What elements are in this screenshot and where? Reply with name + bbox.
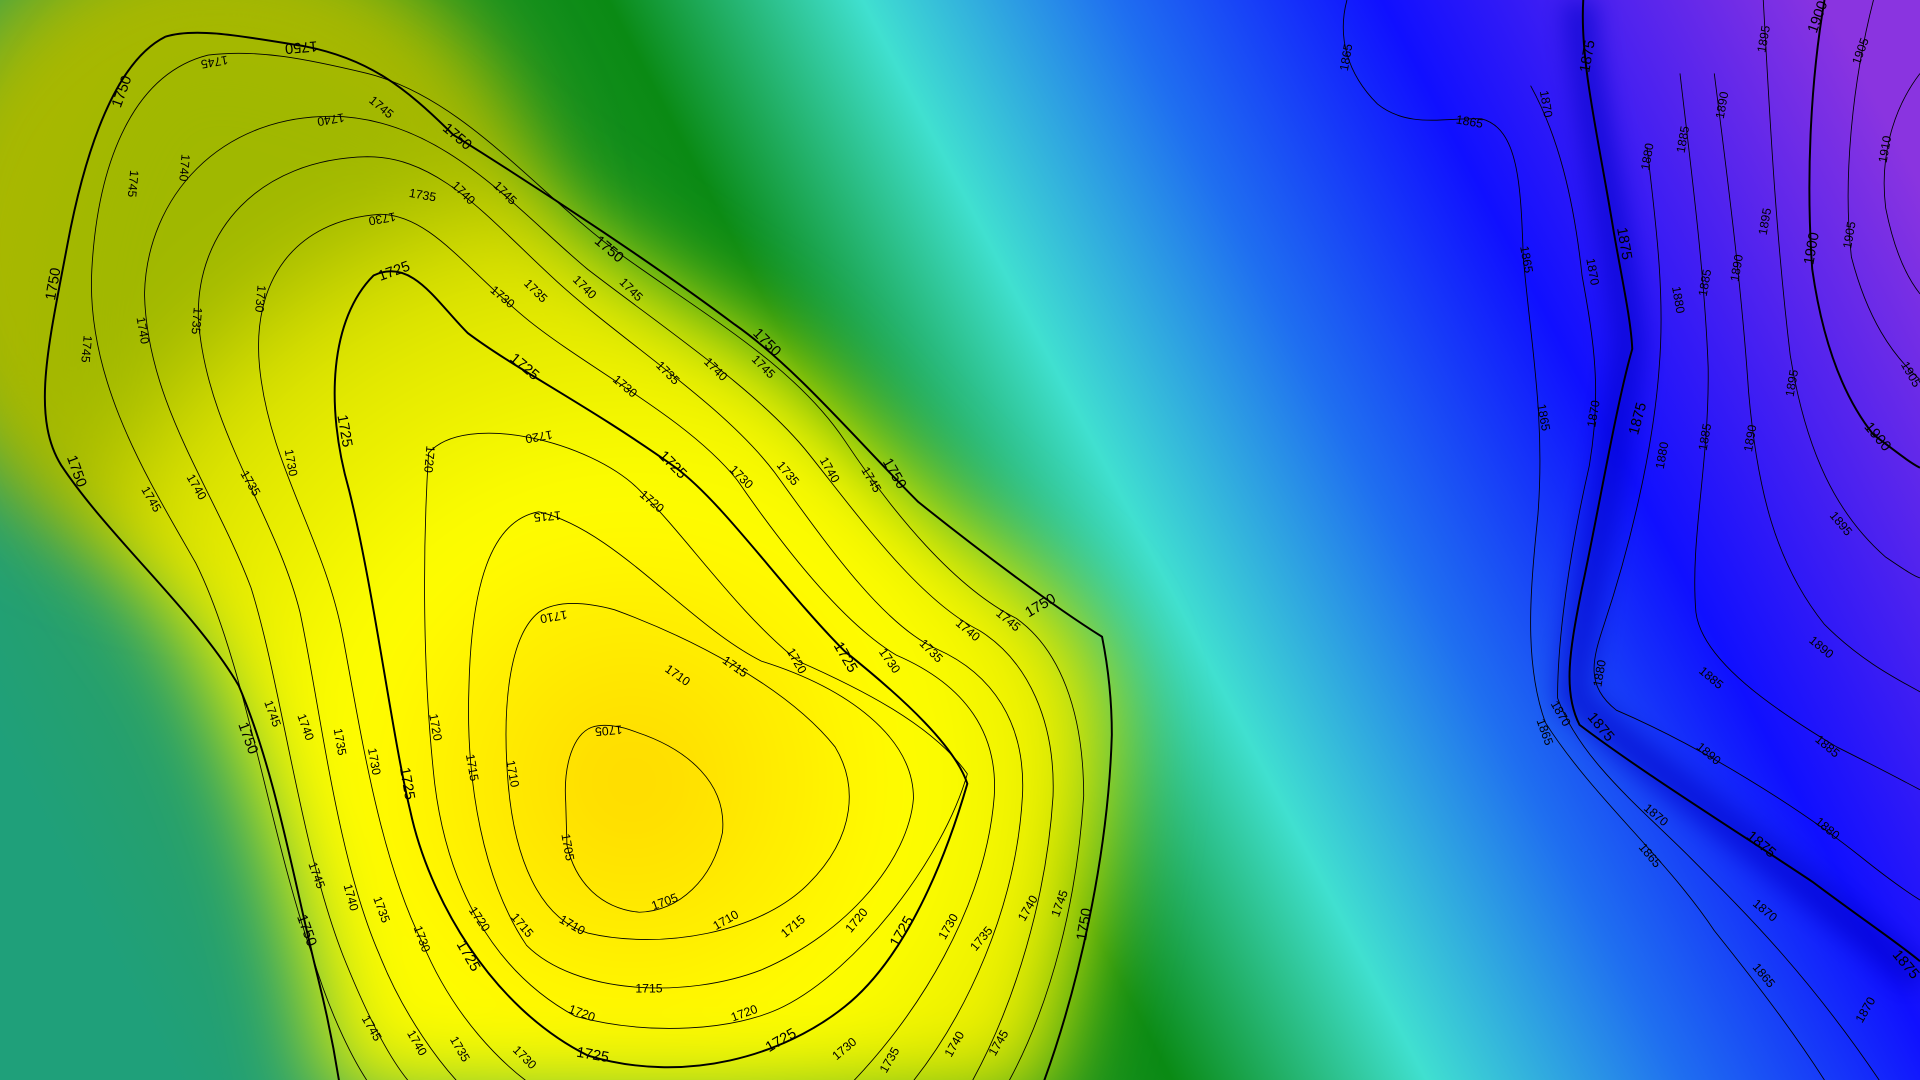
- contour-label-1880: 1880: [1669, 285, 1688, 314]
- contour-1910: [1883, 73, 1920, 295]
- high-plateau-fill: [42, 34, 1115, 1080]
- contour-label-1735: 1735: [408, 186, 437, 205]
- contour-label-1890: 1890: [1741, 423, 1760, 452]
- contour-label-1890: 1890: [1728, 253, 1747, 282]
- contour-label-1710: 1710: [503, 759, 522, 788]
- contour-1865: [1342, 0, 1825, 1080]
- contour-label-1905: 1905: [1840, 220, 1859, 249]
- contour-label-1870: 1870: [1537, 89, 1556, 118]
- contour-label-1745: 1745: [125, 170, 141, 199]
- contour-1720: [424, 432, 968, 1029]
- contour-1730: [258, 213, 995, 1080]
- contour-label-1890: 1890: [1713, 90, 1732, 119]
- contour-1885: [1679, 73, 1920, 791]
- contour-label-1730: 1730: [282, 448, 301, 477]
- contour-1890: [1713, 73, 1920, 693]
- contour-label-1870: 1870: [1583, 257, 1602, 286]
- contour-label-1730: 1730: [252, 285, 268, 314]
- contour-1870: [1530, 85, 1880, 1080]
- contour-label-1910: 1910: [1876, 134, 1895, 163]
- contour-label-1705: 1705: [558, 833, 577, 862]
- contour-1905: [1847, 0, 1920, 380]
- contour-label-1870: 1870: [1584, 399, 1603, 428]
- contour-label-1885: 1885: [1674, 125, 1693, 154]
- contour-label-1735: 1735: [189, 307, 205, 336]
- contour-label-1725: 1725: [396, 766, 417, 801]
- contour-label-1880: 1880: [1638, 142, 1657, 171]
- contour-label-1885: 1885: [1696, 422, 1715, 451]
- contour-label-1880: 1880: [1590, 659, 1609, 688]
- contour-1710: [505, 603, 850, 940]
- contour-label-1750: 1750: [1074, 907, 1095, 942]
- contour-label-1720: 1720: [426, 713, 445, 742]
- contour-label-1725: 1725: [333, 414, 354, 449]
- contour-label-1865: 1865: [1455, 112, 1484, 131]
- contour-label-1740: 1740: [176, 154, 192, 183]
- contour-lines: [43, 0, 1920, 1080]
- contour-1725: [333, 270, 969, 1069]
- contour-label-1865: 1865: [1534, 403, 1553, 432]
- contour-1740: [144, 115, 1054, 1080]
- contour-label-1735: 1735: [331, 727, 350, 756]
- contour-label-1875: 1875: [1577, 39, 1598, 74]
- contour-label-1895: 1895: [1756, 207, 1775, 236]
- contour-1735: [197, 156, 1024, 1080]
- contour-label-1885: 1885: [1696, 268, 1715, 297]
- contour-1875: [1568, 0, 1920, 962]
- contour-label-1900: 1900: [1801, 231, 1822, 266]
- contour-label-1895: 1895: [1783, 368, 1802, 397]
- contour-label-1740: 1740: [341, 882, 362, 912]
- contour-label-1715: 1715: [463, 753, 482, 782]
- contour-label-1705: 1705: [594, 722, 623, 738]
- contour-1715: [468, 511, 914, 989]
- contour-label-1715: 1715: [533, 508, 562, 524]
- contour-label-1750: 1750: [284, 37, 318, 56]
- contour-label-1750: 1750: [43, 267, 64, 302]
- contour-label-1730: 1730: [365, 747, 384, 776]
- contour-label-1720: 1720: [421, 445, 437, 474]
- contour-1895: [1762, 0, 1920, 579]
- contour-label-1740: 1740: [134, 316, 153, 345]
- contour-label-1740: 1740: [316, 110, 345, 129]
- contour-label-1745: 1745: [200, 53, 229, 72]
- contour-1900: [1808, 0, 1920, 469]
- contour-label-1715: 1715: [635, 982, 662, 996]
- contour-label-1725: 1725: [575, 1045, 610, 1066]
- contour-label-1710: 1710: [539, 607, 568, 626]
- contour-1750: [43, 31, 1113, 1080]
- contour-label-1875: 1875: [1613, 226, 1634, 261]
- contour-label-1720: 1720: [524, 427, 553, 446]
- contour-label-1745: 1745: [78, 335, 94, 364]
- contour-label-1730: 1730: [367, 209, 396, 228]
- contour-1880: [1593, 146, 1920, 901]
- contour-label-1895: 1895: [1754, 24, 1773, 53]
- contour-1705: [564, 724, 724, 913]
- contour-label-1865: 1865: [1337, 43, 1356, 72]
- contour-label-1865: 1865: [1517, 245, 1536, 274]
- contour-label-1880: 1880: [1653, 441, 1672, 470]
